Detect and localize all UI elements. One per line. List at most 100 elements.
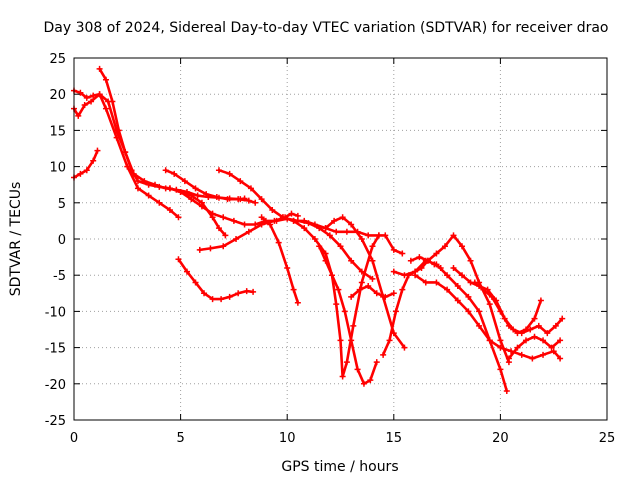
data-point-marker: [328, 272, 335, 279]
data-point-marker: [115, 127, 122, 134]
data-point-marker: [333, 301, 340, 308]
data-point-marker: [354, 366, 361, 373]
data-point-marker: [433, 261, 440, 268]
data-point-marker: [247, 185, 254, 192]
data-point-marker: [288, 210, 295, 217]
data-point-marker: [250, 288, 257, 295]
data-point-marker: [531, 333, 538, 340]
data-point-marker: [171, 170, 178, 177]
data-point-marker: [220, 243, 227, 250]
data-point-marker: [83, 167, 90, 174]
data-point-marker: [258, 196, 265, 203]
data-point-marker: [476, 322, 483, 329]
data-point-marker: [444, 272, 451, 279]
data-point-marker: [145, 181, 152, 188]
data-point-marker: [369, 243, 376, 250]
data-point-marker: [459, 272, 466, 279]
data-point-marker: [90, 92, 97, 99]
data-point-marker: [209, 210, 216, 217]
data-point-marker: [522, 326, 529, 333]
y-tick-label: 20: [49, 88, 66, 103]
data-point-marker: [348, 293, 355, 300]
data-point-marker: [96, 65, 103, 72]
series-line: [217, 168, 381, 237]
data-point-marker: [486, 301, 493, 308]
data-point-marker: [207, 245, 214, 252]
data-point-marker: [301, 225, 308, 232]
data-point-marker: [331, 217, 338, 224]
data-series-s3: [71, 91, 182, 221]
data-point-marker: [488, 293, 495, 300]
data-point-marker: [96, 91, 103, 98]
data-point-marker: [209, 296, 216, 303]
data-point-marker: [222, 232, 229, 239]
data-point-marker: [245, 197, 252, 204]
data-point-marker: [311, 236, 318, 242]
data-point-marker: [552, 322, 559, 329]
data-point-marker: [339, 373, 346, 380]
data-point-marker: [540, 337, 547, 344]
data-point-marker: [337, 243, 344, 250]
data-point-marker: [226, 293, 233, 300]
data-point-marker: [275, 239, 282, 246]
x-tick-label: 25: [599, 431, 616, 446]
y-tick-label: -20: [45, 378, 66, 393]
data-point-marker: [356, 286, 363, 293]
data-point-marker: [241, 221, 248, 228]
data-point-marker: [294, 299, 301, 306]
data-point-marker: [375, 232, 382, 239]
data-point-marker: [75, 112, 82, 119]
data-point-marker: [401, 344, 408, 351]
data-point-marker: [369, 257, 376, 264]
data-point-marker: [514, 344, 521, 351]
plot-frame: [73, 57, 608, 421]
data-point-marker: [433, 250, 440, 257]
data-point-marker: [271, 217, 278, 224]
y-tick-label: -15: [45, 342, 66, 357]
y-tick-label: -25: [45, 414, 66, 429]
data-point-marker: [279, 214, 286, 221]
data-point-marker: [433, 279, 440, 286]
series-line: [317, 244, 379, 386]
data-point-marker: [230, 217, 237, 224]
data-series-s8: [196, 210, 301, 253]
data-point-marker: [450, 264, 457, 271]
data-point-marker: [113, 134, 120, 141]
data-point-marker: [81, 102, 88, 109]
data-series-s13: [348, 283, 397, 300]
data-series-s6: [162, 167, 259, 206]
data-point-marker: [390, 268, 397, 275]
data-point-marker: [476, 308, 483, 315]
data-series-s14: [322, 214, 408, 351]
series-line: [72, 89, 246, 201]
data-point-marker: [218, 296, 225, 303]
data-point-marker: [557, 355, 564, 362]
data-point-marker: [497, 366, 504, 373]
data-point-marker: [367, 377, 374, 384]
data-point-marker: [514, 330, 521, 337]
data-point-marker: [226, 170, 233, 177]
data-point-marker: [401, 272, 408, 279]
data-point-marker: [188, 196, 195, 203]
data-point-marker: [333, 228, 340, 235]
x-tick-label: 15: [386, 431, 403, 446]
data-point-marker: [316, 243, 323, 250]
data-point-marker: [380, 351, 387, 358]
data-point-marker: [166, 185, 173, 192]
data-point-marker: [181, 178, 188, 185]
data-point-marker: [559, 315, 566, 322]
x-tick-label: 0: [70, 431, 78, 446]
data-point-marker: [444, 286, 451, 293]
data-point-marker: [201, 290, 208, 297]
data-point-marker: [175, 256, 182, 263]
data-point-marker: [535, 322, 542, 329]
x-tick-label: 20: [492, 431, 509, 446]
data-point-marker: [177, 188, 184, 195]
data-point-marker: [544, 330, 551, 337]
data-series-s11: [279, 214, 406, 380]
data-point-marker: [343, 359, 350, 366]
data-point-marker: [373, 290, 380, 297]
data-point-marker: [454, 297, 461, 304]
data-point-marker: [339, 214, 346, 221]
data-point-marker: [203, 191, 210, 198]
